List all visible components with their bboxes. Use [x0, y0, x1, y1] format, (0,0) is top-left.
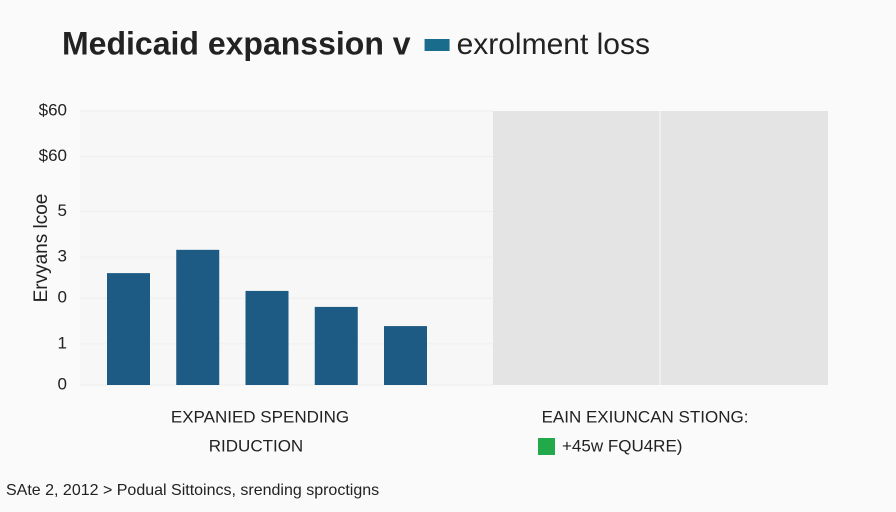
- y-axis-label: Ervyans lcoe: [31, 194, 52, 303]
- annotation: +45w FQU4RE): [562, 436, 682, 455]
- legend-label: exrolment loss: [457, 28, 650, 61]
- bar: [176, 249, 220, 385]
- y-tick-label: 0: [58, 374, 67, 393]
- annotation: EXPANIED SPENDING: [171, 407, 349, 426]
- y-tick-label: 0: [58, 288, 67, 307]
- bar: [245, 290, 289, 385]
- bar: [107, 273, 150, 385]
- y-tick-label: 1: [58, 333, 67, 352]
- bar: [314, 306, 358, 385]
- y-tick-label: 3: [58, 247, 67, 266]
- chart-title: Medicaid expanssion v: [62, 25, 411, 61]
- bar: [384, 326, 427, 385]
- footnote: SAte 2, 2012 > Podual Sittoincs, srendin…: [6, 482, 379, 499]
- annotation: EAIN EXIUNCAN STIONG:: [542, 407, 749, 426]
- key-swatch: [538, 438, 555, 455]
- y-tick-label: $60: [39, 146, 67, 165]
- legend-swatch: [424, 39, 450, 51]
- y-tick-label: $60: [39, 100, 67, 119]
- annotation: RIDUCTION: [209, 436, 303, 455]
- y-tick-label: 5: [58, 201, 67, 220]
